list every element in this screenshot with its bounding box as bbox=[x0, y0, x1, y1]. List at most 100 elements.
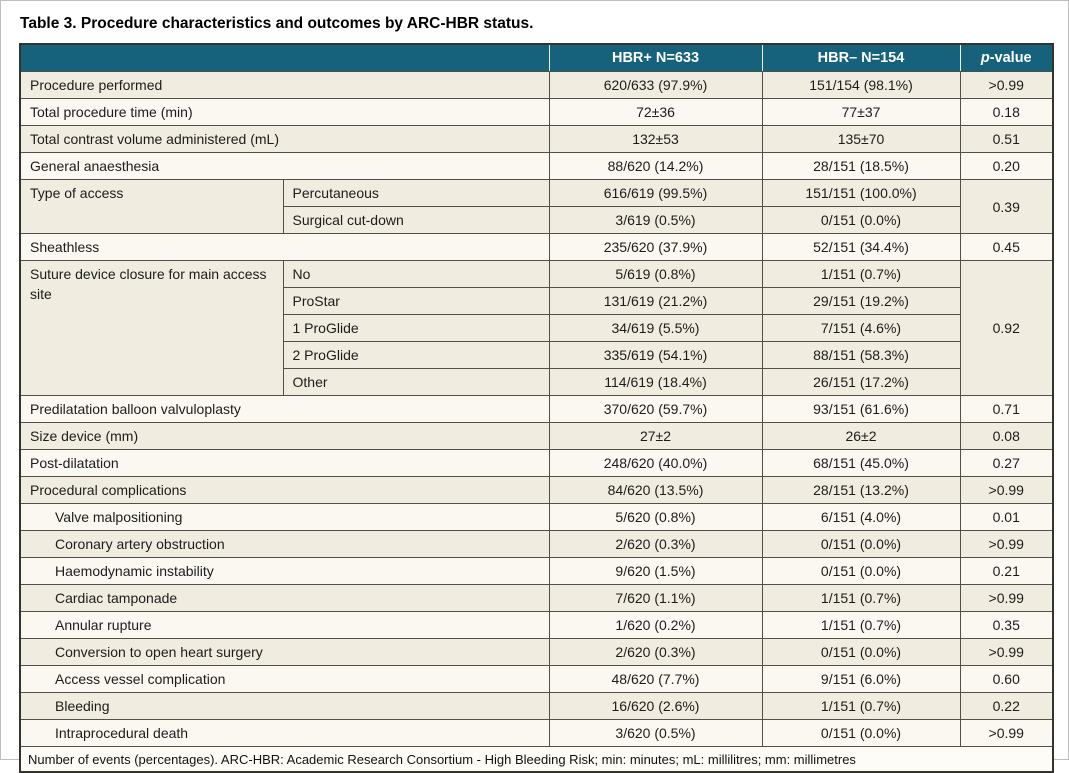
hbr-negative-value: 0/151 (0.0%) bbox=[761, 557, 961, 585]
p-value-cell: 0.27 bbox=[959, 449, 1054, 477]
p-value-cell: >0.99 bbox=[959, 584, 1054, 612]
p-value-cell: 0.01 bbox=[959, 503, 1054, 531]
table-header: HBR+ N=633 HBR– N=154 p-value bbox=[20, 44, 1053, 72]
table-row: Procedure performed 620/633 (97.9%) 151/15… bbox=[19, 71, 1054, 99]
hbr-positive-value: 1/620 (0.2%) bbox=[548, 611, 763, 639]
table-row: Procedural complications 84/620 (13.5%) 28… bbox=[19, 476, 1054, 504]
table-row: Access vessel complication 48/620 (7.7%) 9… bbox=[19, 665, 1054, 693]
table-title: Table 3. Procedure characteristics and o… bbox=[20, 15, 534, 32]
hbr-positive-value: 16/620 (2.6%) bbox=[548, 692, 763, 720]
row-label: Intraprocedural death bbox=[19, 719, 550, 747]
hbr-negative-value: 151/154 (98.1%) bbox=[761, 71, 961, 99]
hbr-negative-value: 88/151 (58.3%) bbox=[761, 341, 961, 369]
hbr-negative-value: 1/151 (0.7%) bbox=[761, 692, 961, 720]
p-value-cell: >0.99 bbox=[959, 476, 1054, 504]
table-row: Type of access Percutaneous 616/619 (99.5%… bbox=[19, 179, 1054, 234]
hbr-negative-value: 26±2 bbox=[761, 422, 961, 450]
p-value-italic-p: p bbox=[980, 50, 990, 66]
table-row: 1 ProGlide 34/619 (5.5%) 7/151 (4.6%) bbox=[20, 314, 1053, 342]
hbr-positive-value: 72±36 bbox=[548, 98, 763, 126]
row-label: Type of access bbox=[19, 179, 284, 234]
table-row: Intraprocedural death 3/620 (0.5%) 0/151 (… bbox=[19, 719, 1054, 747]
hbr-positive-value: 27±2 bbox=[548, 422, 763, 450]
row-label: Conversion to open heart surgery bbox=[19, 638, 550, 666]
row-label: Bleeding bbox=[19, 692, 550, 720]
hbr-positive-value: 5/620 (0.8%) bbox=[548, 503, 763, 531]
hbr-negative-value: 1/151 (0.7%) bbox=[761, 260, 961, 288]
row-label: Suture device closure for main access si… bbox=[19, 260, 284, 396]
hbr-negative-value: 7/151 (4.6%) bbox=[761, 314, 961, 342]
hbr-negative-value: 28/151 (13.2%) bbox=[761, 476, 961, 504]
hbr-positive-value: 131/619 (21.2%) bbox=[548, 287, 763, 315]
table-body: Procedure performed 620/633 (97.9%) 151/15… bbox=[19, 71, 1054, 747]
hbr-negative-value: 28/151 (18.5%) bbox=[761, 152, 961, 180]
row-label: Annular rupture bbox=[19, 611, 550, 639]
table-footer: Number of events (percentages). ARC-HBR:… bbox=[19, 746, 1054, 773]
table-row: General anaesthesia 88/620 (14.2%) 28/151 … bbox=[19, 152, 1054, 180]
hbr-negative-value: 0/151 (0.0%) bbox=[761, 638, 961, 666]
p-value-cell: >0.99 bbox=[959, 71, 1054, 99]
hbr-negative-value: 77±37 bbox=[761, 98, 961, 126]
row-sublabel: 2 ProGlide bbox=[282, 341, 550, 369]
hbr-negative-value: 93/151 (61.6%) bbox=[761, 395, 961, 423]
header-row: HBR+ N=633 HBR– N=154 p-value bbox=[20, 44, 1053, 72]
row-label: Procedure performed bbox=[19, 71, 550, 99]
p-value-cell: 0.35 bbox=[959, 611, 1054, 639]
row-label: Sheathless bbox=[19, 233, 550, 261]
p-value-cell: 0.51 bbox=[959, 125, 1054, 153]
table-row: ProStar 131/619 (21.2%) 29/151 (19.2%) bbox=[20, 287, 1053, 315]
hbr-negative-value: 26/151 (17.2%) bbox=[761, 368, 961, 396]
hbr-positive-value: 2/620 (0.3%) bbox=[548, 638, 763, 666]
table-row: Bleeding 16/620 (2.6%) 1/151 (0.7%) 0.22 bbox=[19, 692, 1054, 720]
hbr-negative-value: 29/151 (19.2%) bbox=[761, 287, 961, 315]
header-hbr-positive: HBR+ N=633 bbox=[548, 44, 762, 72]
hbr-positive-value: 248/620 (40.0%) bbox=[548, 449, 763, 477]
row-label: Coronary artery obstruction bbox=[19, 530, 550, 558]
row-label: Procedural complications bbox=[19, 476, 550, 504]
hbr-positive-value: 132±53 bbox=[548, 125, 763, 153]
table-row: Predilatation balloon valvuloplasty 370/6… bbox=[19, 395, 1054, 423]
row-label: Size device (mm) bbox=[19, 422, 550, 450]
row-label: Total procedure time (min) bbox=[19, 98, 550, 126]
row-label: Post-dilatation bbox=[19, 449, 550, 477]
p-value-cell: >0.99 bbox=[959, 638, 1054, 666]
table-row: Annular rupture 1/620 (0.2%) 1/151 (0.7%) 0… bbox=[19, 611, 1054, 639]
row-label: Cardiac tamponade bbox=[19, 584, 550, 612]
p-value-cell: 0.92 bbox=[959, 260, 1054, 396]
hbr-positive-value: 88/620 (14.2%) bbox=[548, 152, 763, 180]
table-row: Coronary artery obstruction 2/620 (0.3%) 0… bbox=[19, 530, 1054, 558]
table-row: Total contrast volume administered (mL) 1… bbox=[19, 125, 1054, 153]
p-value-cell: 0.60 bbox=[959, 665, 1054, 693]
row-sublabel: Other bbox=[282, 368, 550, 396]
p-value-cell: 0.08 bbox=[959, 422, 1054, 450]
hbr-negative-value: 6/151 (4.0%) bbox=[761, 503, 961, 531]
row-label: Total contrast volume administered (mL) bbox=[19, 125, 550, 153]
hbr-positive-value: 5/619 (0.8%) bbox=[548, 260, 763, 288]
hbr-positive-value: 235/620 (37.9%) bbox=[548, 233, 763, 261]
procedure-outcomes-table: HBR+ N=633 HBR– N=154 p-value Procedure … bbox=[19, 43, 1054, 773]
footnote-text: Number of events (percentages). ARC-HBR:… bbox=[19, 746, 1054, 773]
p-value-cell: >0.99 bbox=[959, 719, 1054, 747]
hbr-negative-value: 151/151 (100.0%) bbox=[761, 179, 961, 207]
hbr-positive-value: 335/619 (54.1%) bbox=[548, 341, 763, 369]
hbr-positive-value: 3/619 (0.5%) bbox=[548, 206, 763, 234]
table-row: Other 114/619 (18.4%) 26/151 (17.2%) bbox=[20, 368, 1053, 396]
table-row: Valve malpositioning 5/620 (0.8%) 6/151 (4… bbox=[19, 503, 1054, 531]
row-sublabel: 1 ProGlide bbox=[282, 314, 550, 342]
hbr-negative-value: 52/151 (34.4%) bbox=[761, 233, 961, 261]
p-value-cell: 0.18 bbox=[959, 98, 1054, 126]
p-value-rest: -value bbox=[989, 50, 1032, 66]
hbr-negative-value: 135±70 bbox=[761, 125, 961, 153]
p-value-cell: 0.21 bbox=[959, 557, 1054, 585]
hbr-negative-value: 1/151 (0.7%) bbox=[761, 611, 961, 639]
row-sublabel: ProStar bbox=[282, 287, 550, 315]
hbr-positive-value: 84/620 (13.5%) bbox=[548, 476, 763, 504]
table-row: Suture device closure for main access si… bbox=[19, 260, 1054, 396]
row-sublabel: Surgical cut-down bbox=[282, 206, 550, 234]
table-row: Total procedure time (min) 72±36 77±37 0.18 bbox=[19, 98, 1054, 126]
hbr-positive-value: 620/633 (97.9%) bbox=[548, 71, 763, 99]
hbr-positive-value: 370/620 (59.7%) bbox=[548, 395, 763, 423]
hbr-negative-value: 1/151 (0.7%) bbox=[761, 584, 961, 612]
row-label: Predilatation balloon valvuloplasty bbox=[19, 395, 550, 423]
